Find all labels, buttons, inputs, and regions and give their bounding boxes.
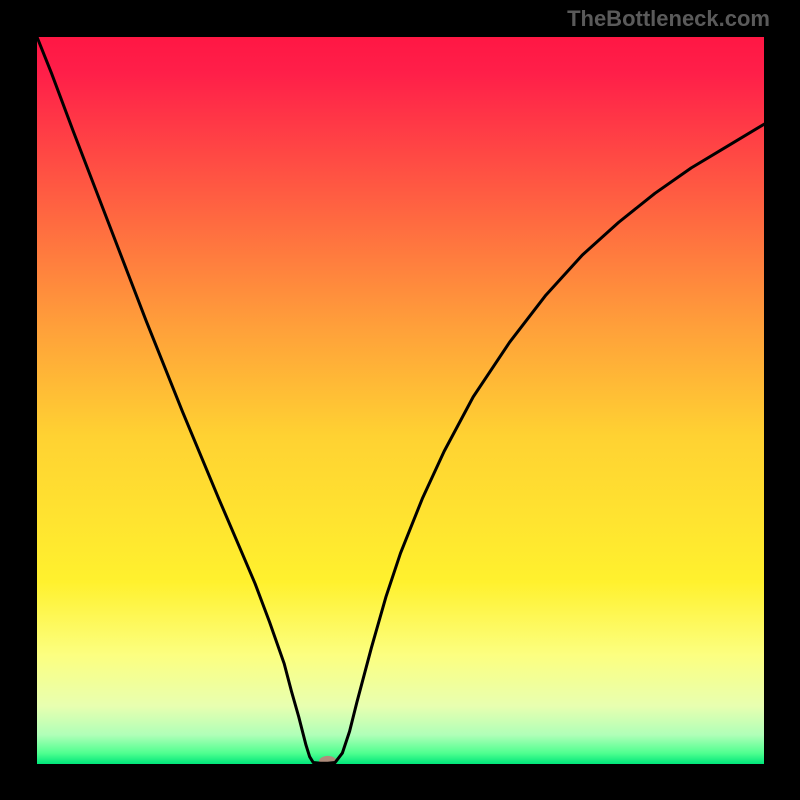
- watermark-text: TheBottleneck.com: [567, 6, 770, 32]
- chart-svg: [37, 37, 764, 764]
- chart-root: TheBottleneck.com: [0, 0, 800, 800]
- plot-area: [37, 37, 764, 764]
- gradient-background: [37, 37, 764, 764]
